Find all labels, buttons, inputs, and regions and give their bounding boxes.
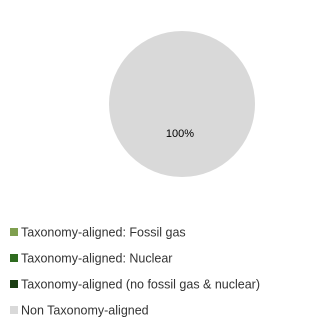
- legend-swatch-2: [10, 280, 18, 288]
- legend-label-1: Taxonomy-aligned: Nuclear: [21, 252, 172, 266]
- chart-legend: Taxonomy-aligned: Fossil gas Taxonomy-ali…: [10, 226, 260, 318]
- legend-swatch-1: [10, 254, 18, 262]
- legend-item-2: Taxonomy-aligned (no fossil gas & nuclea…: [10, 278, 260, 292]
- pie-data-labels: 100%: [166, 128, 194, 140]
- pie-slices: [109, 31, 255, 177]
- pie-slice-3: [109, 31, 255, 177]
- legend-swatch-3: [10, 306, 18, 314]
- legend-label-3: Non Taxonomy-aligned: [21, 304, 149, 318]
- legend-item-0: Taxonomy-aligned: Fossil gas: [10, 226, 186, 240]
- legend-label-2: Taxonomy-aligned (no fossil gas & nuclea…: [21, 278, 260, 292]
- legend-item-3: Non Taxonomy-aligned: [10, 304, 149, 318]
- legend-item-1: Taxonomy-aligned: Nuclear: [10, 252, 172, 266]
- pie-data-label-0: 100%: [166, 128, 194, 140]
- legend-label-0: Taxonomy-aligned: Fossil gas: [21, 226, 186, 240]
- legend-swatch-0: [10, 228, 18, 236]
